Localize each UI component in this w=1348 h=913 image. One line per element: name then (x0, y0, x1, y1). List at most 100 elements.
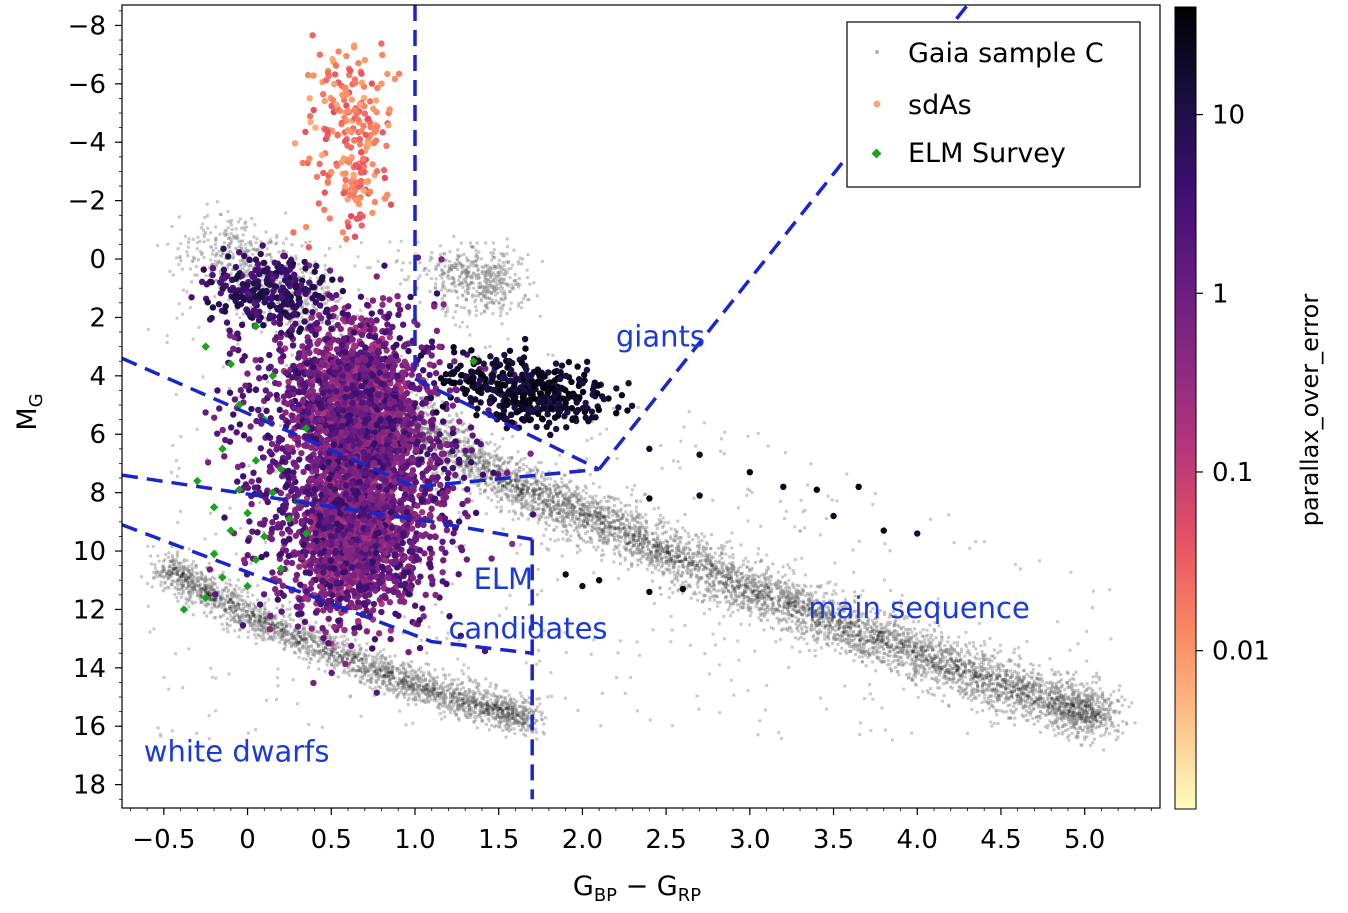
gaia-point (1066, 686, 1070, 690)
gaia-point (673, 558, 677, 562)
gaia-point (467, 455, 471, 459)
gaia-point (952, 677, 956, 681)
gaia-point (1022, 692, 1026, 696)
gaia-point (1075, 722, 1079, 726)
gaia-point (797, 584, 801, 588)
gaia-point (623, 533, 627, 537)
gaia-point (610, 495, 614, 499)
gaia-point (729, 570, 733, 574)
gaia-point (779, 580, 783, 584)
gaia-point (1088, 703, 1092, 707)
gaia-point (936, 671, 940, 675)
gaia-point (838, 637, 842, 641)
gaia-point (1061, 695, 1065, 699)
gaia-point (779, 588, 783, 592)
gaia-point (926, 655, 930, 659)
gaia-point (938, 660, 942, 664)
gaia-point (1032, 722, 1036, 726)
gaia-point (946, 635, 950, 639)
gaia-point (775, 616, 779, 620)
gaia-point (1095, 681, 1099, 685)
gaia-point (720, 544, 724, 548)
gaia-point (906, 633, 910, 637)
gaia-point (1003, 687, 1007, 691)
gaia-point (1012, 704, 1016, 708)
gaia-point (896, 645, 900, 649)
gaia-point (916, 657, 920, 661)
gaia-point (880, 660, 884, 664)
gaia-point (1000, 678, 1004, 682)
gaia-point (914, 670, 918, 674)
gaia-point (492, 463, 496, 467)
gaia-point (807, 607, 811, 611)
gaia-point (659, 565, 663, 569)
gaia-point (1031, 683, 1035, 687)
gaia-point (729, 570, 733, 574)
gaia-point (749, 597, 753, 601)
gaia-point (715, 569, 719, 573)
gaia-point (687, 560, 691, 564)
gaia-point (542, 533, 546, 537)
gaia-point (1088, 695, 1092, 699)
gaia-point (858, 638, 862, 642)
gaia-point (515, 472, 519, 476)
gaia-point (893, 620, 897, 624)
gaia-point (838, 626, 842, 630)
gaia-point (1078, 706, 1082, 710)
gaia-point (878, 640, 882, 644)
gaia-point (714, 559, 718, 563)
gaia-point (829, 624, 833, 628)
gaia-point (642, 541, 646, 545)
gaia-point (584, 532, 588, 536)
gaia-point (968, 683, 972, 687)
gaia-point (480, 467, 484, 471)
gaia-point (871, 650, 875, 654)
gaia-point (660, 550, 664, 554)
gaia-point (892, 632, 896, 636)
gaia-point (786, 612, 790, 616)
gaia-point (1056, 702, 1060, 706)
gaia-point (742, 595, 746, 599)
gaia-point (667, 545, 671, 549)
gaia-point (1072, 704, 1076, 708)
gaia-point (591, 497, 595, 501)
gaia-point (1022, 704, 1026, 708)
gaia-point (1072, 690, 1076, 694)
gaia-point (630, 537, 634, 541)
gaia-point (989, 674, 993, 678)
gaia-point (636, 520, 640, 524)
gaia-point (710, 585, 714, 589)
gaia-point (550, 511, 554, 515)
gaia-point (883, 630, 887, 634)
gaia-point (504, 481, 508, 485)
gaia-point (1058, 699, 1062, 703)
gaia-point (763, 577, 767, 581)
gaia-point (552, 484, 556, 488)
gaia-point (1065, 712, 1069, 716)
gaia-point (564, 492, 568, 496)
gaia-point (879, 640, 883, 644)
gaia-point (617, 550, 621, 554)
gaia-point (629, 533, 633, 537)
gaia-point (714, 577, 718, 581)
gaia-point (1073, 710, 1077, 714)
gaia-point (652, 544, 656, 548)
gaia-point (845, 637, 849, 641)
gaia-point (453, 460, 457, 464)
gaia-point (560, 519, 564, 523)
gaia-point (836, 601, 840, 605)
gaia-point (706, 555, 710, 559)
gaia-point (764, 603, 768, 607)
gaia-point (709, 547, 713, 551)
gaia-point (801, 613, 805, 617)
gaia-point (796, 598, 800, 602)
gaia-point (990, 669, 994, 673)
gaia-point (1047, 706, 1051, 710)
gaia-point (853, 620, 857, 624)
gaia-point (606, 539, 610, 543)
gaia-point (666, 558, 670, 562)
gaia-point (648, 561, 652, 565)
gaia-point (936, 663, 940, 667)
gaia-point (799, 626, 803, 630)
gaia-point (764, 571, 768, 575)
